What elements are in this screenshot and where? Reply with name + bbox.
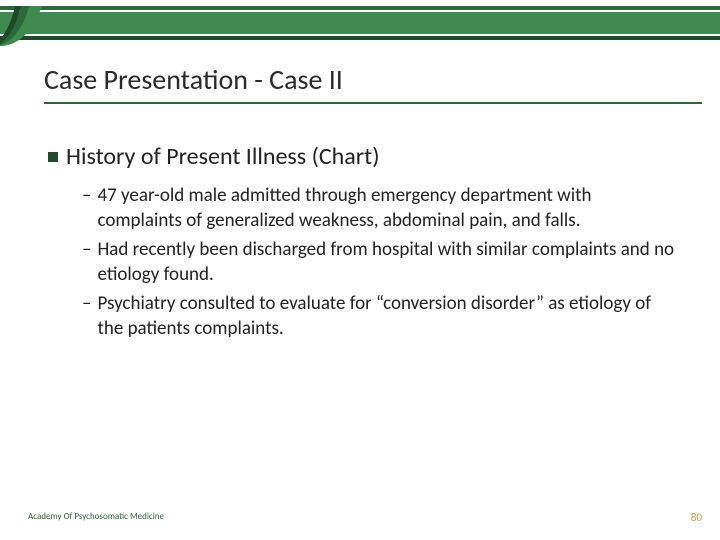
slide-title: Case Presentation - Case II <box>44 62 343 97</box>
list-item-text: 47 year-old male admitted through emerge… <box>97 183 680 233</box>
title-underline <box>44 102 702 104</box>
footer-org: Academy Of Psychosomatic Medicine <box>28 511 164 522</box>
section-heading: History of Present Illness (Chart) <box>66 142 379 171</box>
logo-swoosh-icon <box>0 0 42 46</box>
header-bar-top <box>0 6 720 10</box>
header-bar-middle <box>0 12 720 34</box>
list-item-text: Had recently been discharged from hospit… <box>97 237 680 287</box>
dash-icon: – <box>82 237 91 262</box>
page-number: 80 <box>691 511 702 524</box>
list-item: – Psychiatry consulted to evaluate for “… <box>82 291 680 341</box>
content-area: History of Present Illness (Chart) – 47 … <box>48 142 680 345</box>
list-item: – Had recently been discharged from hosp… <box>82 237 680 287</box>
sub-bullet-list: – 47 year-old male admitted through emer… <box>82 183 680 341</box>
header-bars <box>0 0 720 46</box>
dash-icon: – <box>82 291 91 316</box>
bullet-square-icon <box>48 152 58 162</box>
section-heading-row: History of Present Illness (Chart) <box>48 142 680 171</box>
list-item: – 47 year-old male admitted through emer… <box>82 183 680 233</box>
dash-icon: – <box>82 183 91 208</box>
header-bar-bottom <box>0 36 720 40</box>
list-item-text: Psychiatry consulted to evaluate for “co… <box>97 291 680 341</box>
